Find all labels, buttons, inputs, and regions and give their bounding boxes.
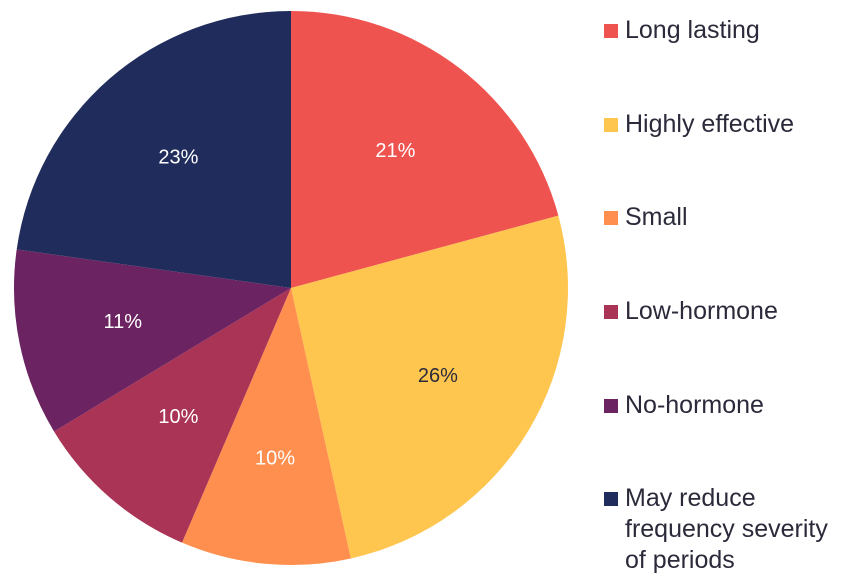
legend-label: Highly effective — [625, 110, 795, 138]
pie-slice — [182, 288, 351, 566]
pie-slice — [13, 249, 291, 432]
pie-slice — [54, 288, 291, 543]
legend-item: Low-hormone — [604, 296, 854, 327]
data-label: 11% — [103, 311, 142, 333]
legend-swatch — [604, 24, 618, 38]
legend-label: May reduce frequency severity of periods — [625, 484, 828, 574]
legend-label: Long lasting — [625, 16, 760, 44]
legend-item: No-hormone — [604, 390, 854, 421]
legend-swatch — [604, 118, 618, 132]
data-label: 21% — [375, 140, 415, 162]
legend-item: Small — [604, 202, 854, 233]
data-label: 10% — [158, 406, 198, 428]
pie-slice — [291, 11, 559, 288]
legend-item: Long lasting — [604, 15, 854, 46]
pie-slice — [291, 215, 568, 559]
legend-label: Low-hormone — [625, 297, 778, 325]
legend-label: No-hormone — [625, 391, 764, 419]
pie-slice — [16, 11, 292, 288]
legend-item: Highly effective — [604, 109, 854, 140]
data-label: 23% — [158, 147, 198, 169]
legend-swatch — [604, 492, 618, 506]
legend-swatch — [604, 399, 618, 413]
legend-label: Small — [625, 203, 688, 231]
chart: 21% 26% 10% 10% 11% 23% — [13, 11, 568, 566]
legend-item: May reduce frequency severity of periods — [604, 483, 854, 576]
data-label: 10% — [255, 447, 295, 469]
data-label: 26% — [418, 365, 458, 387]
legend-swatch — [604, 305, 618, 319]
legend-swatch — [604, 211, 618, 225]
